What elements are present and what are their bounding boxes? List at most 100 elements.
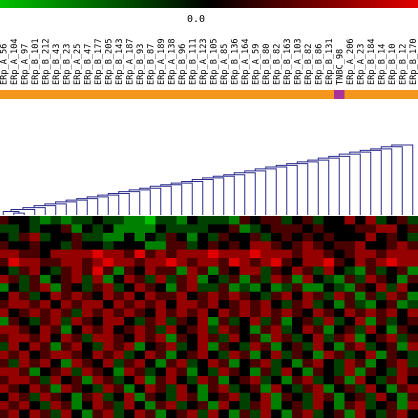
heatmap-cell <box>313 325 324 335</box>
heatmap-cell <box>19 232 30 242</box>
column-dendrogram <box>2 144 414 215</box>
sample-group-cell <box>323 90 335 99</box>
sample-group-cell <box>19 90 30 99</box>
heatmap-cell <box>397 308 408 318</box>
heatmap-cell <box>166 359 177 368</box>
heatmap-cell <box>113 350 125 360</box>
sample-group-cell <box>166 90 177 99</box>
heatmap-cell <box>197 308 209 318</box>
heatmap-cell <box>0 258 9 267</box>
heatmap-cell <box>376 258 387 267</box>
heatmap-cell <box>19 266 30 276</box>
heatmap-cell <box>302 283 314 293</box>
heatmap-cell <box>134 333 146 343</box>
heatmap-cell <box>281 308 293 318</box>
heatmap-cell <box>19 350 30 360</box>
heatmap-cell <box>260 291 272 301</box>
heatmap-cell <box>376 317 387 326</box>
heatmap-cell <box>376 392 387 402</box>
sample-group-cell <box>0 90 9 99</box>
heatmap-cell <box>376 241 387 251</box>
heatmap-cell <box>145 409 156 418</box>
heatmap-cell <box>61 375 72 385</box>
heatmap-cell <box>92 300 104 309</box>
heatmap-cell <box>407 232 418 242</box>
heatmap-cell <box>386 375 398 385</box>
heatmap-cell <box>155 266 167 276</box>
heatmap-cell <box>281 401 293 410</box>
heatmap-cell <box>229 241 240 251</box>
heatmap-cell <box>145 317 156 326</box>
heatmap-cell <box>239 283 251 293</box>
sample-group-cell <box>334 90 345 99</box>
heatmap-cell <box>134 401 146 410</box>
sample-label: ERp_B_136 <box>230 38 240 85</box>
heatmap-cell <box>271 249 282 259</box>
heatmap-cell <box>407 392 418 402</box>
heatmap-cell <box>166 384 177 394</box>
sample-group-cell <box>8 90 20 99</box>
heatmap-cell <box>19 392 30 402</box>
sample-label: ERp_B_105 <box>209 38 219 85</box>
heatmap-cell <box>376 333 387 343</box>
heatmap-cell <box>250 241 261 251</box>
heatmap-cell <box>281 317 293 326</box>
heatmap-cell <box>250 216 261 225</box>
heatmap-cell <box>166 274 177 284</box>
heatmap-cell <box>197 333 209 343</box>
heatmap-cell <box>187 325 198 335</box>
heatmap-cell <box>218 367 230 377</box>
heatmap-cell <box>61 249 72 259</box>
sample-group-cell <box>103 90 114 99</box>
sample-group-cell <box>218 90 230 99</box>
heatmap-cell <box>71 333 83 343</box>
heatmap-cell <box>103 266 114 276</box>
heatmap-cell <box>92 409 104 418</box>
heatmap-cell <box>397 333 408 343</box>
heatmap-cell <box>376 216 387 225</box>
heatmap-cell <box>229 325 240 335</box>
heatmap-cell <box>260 333 272 343</box>
heatmap-cell <box>407 308 418 318</box>
heatmap-cell <box>344 409 356 418</box>
heatmap-cell <box>92 375 104 385</box>
heatmap-cell <box>250 359 261 368</box>
heatmap-cell <box>313 232 324 242</box>
heatmap-cell <box>355 266 366 276</box>
heatmap-cell <box>208 224 219 234</box>
heatmap-cell <box>250 300 261 309</box>
sample-group-cell <box>176 90 188 99</box>
heatmap-cell <box>71 384 83 394</box>
heatmap-cell <box>103 333 114 343</box>
heatmap-cell <box>124 359 135 368</box>
sample-group-cell <box>92 90 104 99</box>
heatmap-cell <box>8 266 20 276</box>
heatmap-cell <box>355 258 366 267</box>
heatmap-cell <box>166 409 177 418</box>
heatmap-cell <box>124 317 135 326</box>
heatmap-cell <box>250 249 261 259</box>
heatmap-cell <box>176 350 188 360</box>
heatmap-cell <box>40 249 51 259</box>
heatmap-cell <box>292 274 303 284</box>
heatmap-cell <box>103 216 114 225</box>
heatmap-cell <box>334 367 345 377</box>
sample-label: ERp_B_23 <box>62 44 72 85</box>
heatmap-cell <box>197 232 209 242</box>
heatmap-cell <box>8 224 20 234</box>
heatmap-cell <box>313 266 324 276</box>
heatmap-cell <box>61 266 72 276</box>
heatmap-cell <box>250 342 261 352</box>
heatmap-cell <box>155 249 167 259</box>
heatmap-cell <box>29 266 41 276</box>
heatmap-cell <box>292 401 303 410</box>
heatmap-cell <box>302 359 314 368</box>
heatmap-cell <box>19 409 30 418</box>
dendrogram-branch <box>33 205 57 215</box>
heatmap-cell <box>197 375 209 385</box>
heatmap-cell <box>155 350 167 360</box>
heatmap-cell <box>313 216 324 225</box>
heatmap-cell <box>323 375 335 385</box>
heatmap-cell <box>166 258 177 267</box>
heatmap-cell <box>407 241 418 251</box>
